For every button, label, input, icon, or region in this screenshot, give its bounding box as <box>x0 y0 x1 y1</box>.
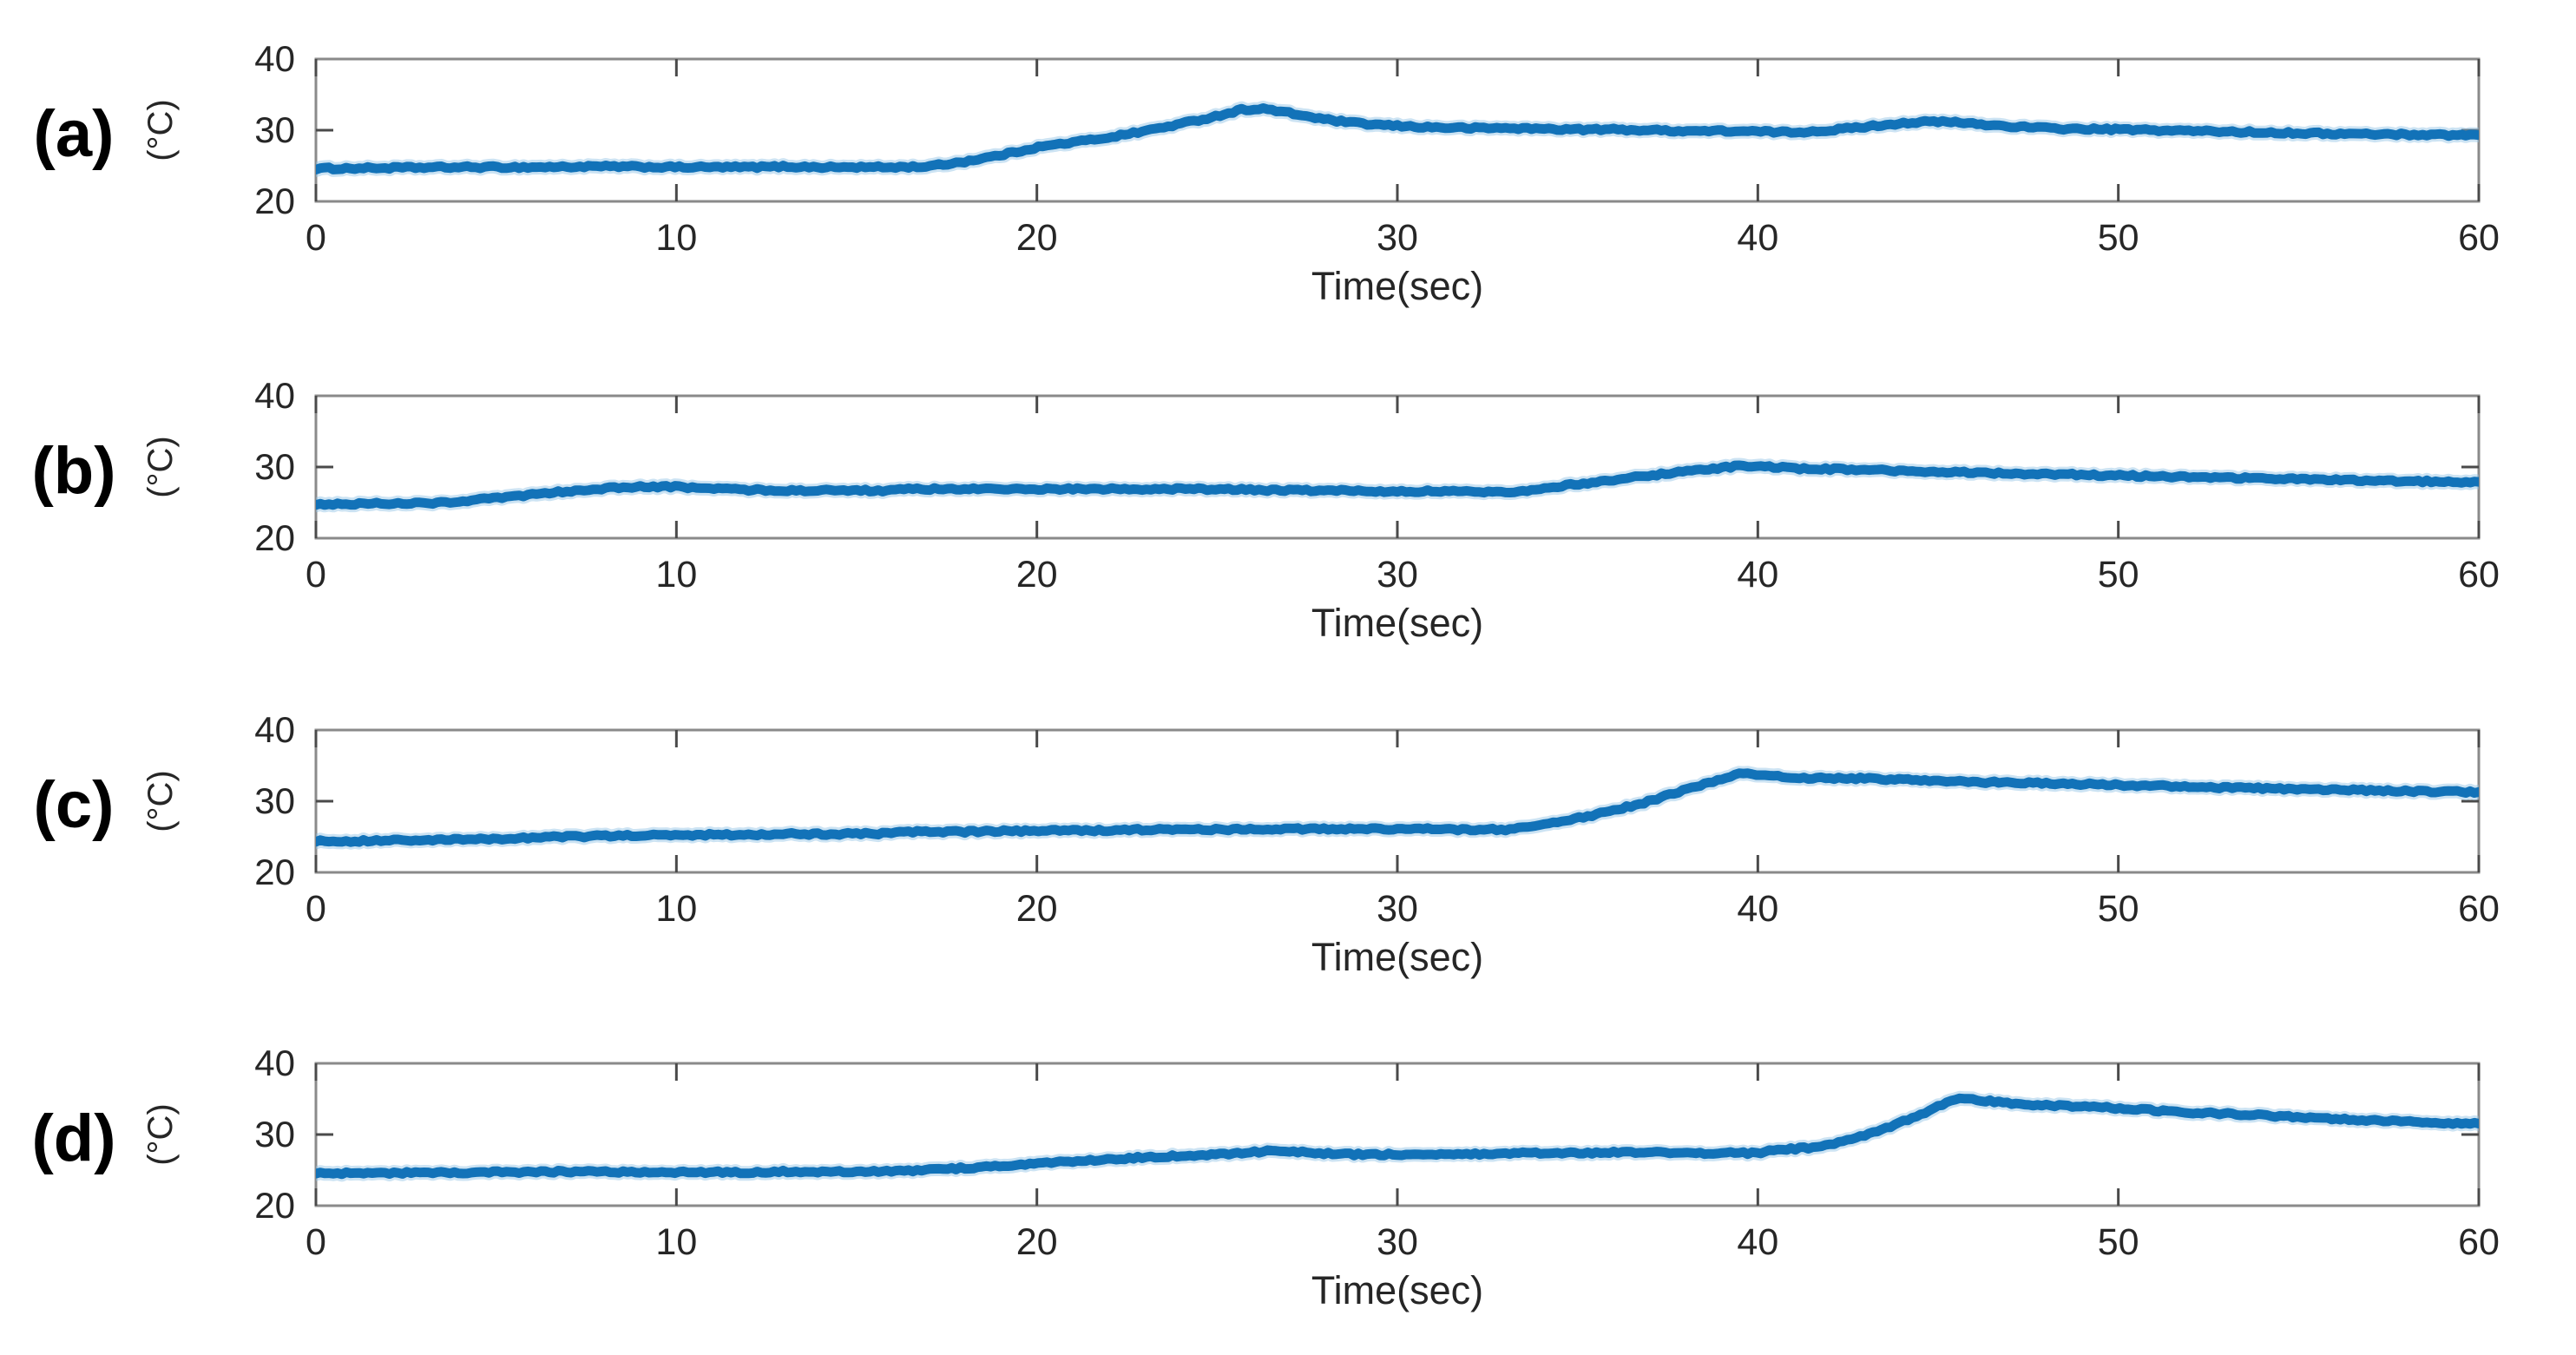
panel-c: (c) (°C) Time(sec) 40 30 20 0 10 20 30 40 50 60 <box>0 671 2576 1004</box>
y-tick-label: 40 <box>254 709 295 750</box>
x-tick-label: 0 <box>306 554 326 595</box>
x-tick-label: 40 <box>1737 217 1779 259</box>
y-tick-label: 20 <box>254 181 295 221</box>
x-axis-label: Time(sec) <box>1311 264 1484 308</box>
y-tick-label: 40 <box>254 375 295 416</box>
panel-d: (d) (°C) Time(sec) 40 30 20 0 10 20 30 40 50 60 <box>0 1004 2576 1355</box>
x-tick-label: 30 <box>1377 217 1418 259</box>
plot-area <box>314 728 2481 874</box>
y-tick-label: 30 <box>254 1114 295 1154</box>
x-tick-label: 60 <box>2458 888 2500 930</box>
x-tick-label: 50 <box>2097 217 2139 259</box>
panel-b: (b) (°C) Time(sec) 40 30 20 0 10 20 30 40 50 60 <box>0 337 2576 671</box>
x-tick-label: 10 <box>655 1221 698 1263</box>
panel-a: (a) (°C) Time(sec) 40 30 20 0 10 20 30 40 50 60 <box>0 0 2576 337</box>
temperature-line <box>316 1093 2479 1180</box>
tick-marks <box>314 396 2481 538</box>
temperature-line-halo <box>316 101 2479 177</box>
x-tick-label: 10 <box>655 888 698 930</box>
temperature-line <box>316 103 2479 174</box>
x-tick-label: 20 <box>1015 554 1058 595</box>
plot-area <box>314 394 2481 540</box>
x-tick-label: 20 <box>1015 1221 1058 1263</box>
temperature-line <box>316 460 2479 510</box>
x-tick-label: 50 <box>2097 554 2139 595</box>
x-axis-label: Time(sec) <box>1311 601 1484 645</box>
tick-marks <box>314 730 2481 872</box>
x-tick-label: 20 <box>1015 888 1058 930</box>
tick-marks <box>314 1063 2481 1206</box>
x-tick-label: 0 <box>306 217 326 259</box>
x-tick-label: 60 <box>2458 1221 2500 1263</box>
plot-area <box>314 57 2481 203</box>
y-tick-label: 40 <box>254 38 295 79</box>
x-tick-label: 30 <box>1377 1221 1418 1263</box>
axes-box <box>314 394 2481 540</box>
panel-label: (a) <box>33 97 115 171</box>
axes-box <box>314 1062 2481 1207</box>
x-tick-label: 40 <box>1737 1221 1779 1263</box>
x-axis-label: Time(sec) <box>1311 1268 1484 1312</box>
x-axis-label: Time(sec) <box>1311 935 1484 979</box>
y-tick-label: 20 <box>254 852 295 892</box>
x-tick-label: 10 <box>655 554 698 595</box>
panel-label: (d) <box>31 1102 116 1175</box>
y-tick-label: 20 <box>254 1185 295 1226</box>
y-tick-label: 20 <box>254 517 295 558</box>
x-tick-label: 50 <box>2097 888 2139 930</box>
plot-area <box>314 1062 2481 1207</box>
x-tick-label: 30 <box>1377 554 1418 595</box>
y-tick-label: 30 <box>254 109 295 150</box>
x-tick-label: 30 <box>1377 888 1418 930</box>
x-tick-label: 40 <box>1737 888 1779 930</box>
x-tick-label: 50 <box>2097 1221 2139 1263</box>
temperature-line <box>316 768 2479 847</box>
x-tick-label: 60 <box>2458 217 2500 259</box>
x-tick-label: 20 <box>1015 217 1058 259</box>
axes-box <box>314 728 2481 874</box>
x-tick-label: 40 <box>1737 554 1779 595</box>
y-tick-label: 30 <box>254 446 295 487</box>
tick-marks <box>314 59 2481 201</box>
x-tick-label: 10 <box>655 217 698 259</box>
panel-label: (b) <box>31 434 116 508</box>
x-tick-label: 0 <box>306 1221 326 1263</box>
y-tick-label: 30 <box>254 780 295 821</box>
x-tick-label: 60 <box>2458 554 2500 595</box>
y-tick-label: 40 <box>254 1043 295 1083</box>
x-tick-label: 0 <box>306 888 326 930</box>
panel-label: (c) <box>33 768 115 842</box>
